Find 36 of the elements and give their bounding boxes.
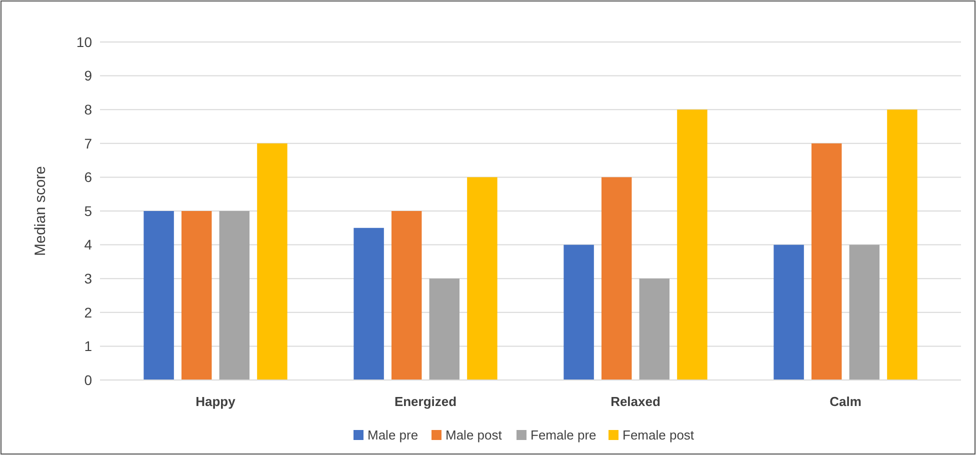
y-tick-label: 9: [84, 68, 92, 84]
legend-label: Male pre: [368, 428, 418, 443]
y-tick-label: 6: [84, 169, 92, 186]
legend-label: Female post: [622, 428, 694, 443]
x-tick-label: Energized: [394, 394, 457, 409]
y-axis-title: Median score: [32, 166, 49, 256]
bar: [774, 244, 804, 380]
bar: [429, 278, 460, 380]
bar: [677, 110, 708, 380]
bar: [887, 110, 918, 380]
bar: [391, 211, 422, 380]
bar: [849, 244, 880, 380]
bar: [181, 211, 212, 380]
x-tick-label: Happy: [196, 394, 236, 409]
bar: [354, 228, 384, 380]
y-tick-label: 10: [76, 34, 92, 50]
y-tick-label: 5: [84, 202, 92, 219]
x-tick-label: Calm: [830, 394, 862, 409]
y-tick-label: 1: [84, 338, 92, 354]
y-tick-label: 2: [84, 304, 92, 320]
bar: [257, 143, 288, 380]
bar: [219, 211, 250, 380]
y-tick-label: 3: [84, 270, 92, 286]
legend-label: Female pre: [530, 428, 596, 443]
bar: [601, 177, 632, 380]
bar: [639, 278, 670, 380]
x-tick-label: Relaxed: [610, 394, 660, 409]
y-tick-label: 8: [84, 102, 92, 118]
y-tick-label: 7: [84, 135, 92, 152]
y-tick-label: 4: [84, 236, 92, 253]
y-tick-label: 0: [84, 372, 92, 388]
bar: [811, 143, 842, 380]
bar: [467, 177, 498, 380]
bar: [564, 244, 594, 380]
bar: [144, 211, 174, 380]
legend-label: Male post: [446, 428, 502, 443]
